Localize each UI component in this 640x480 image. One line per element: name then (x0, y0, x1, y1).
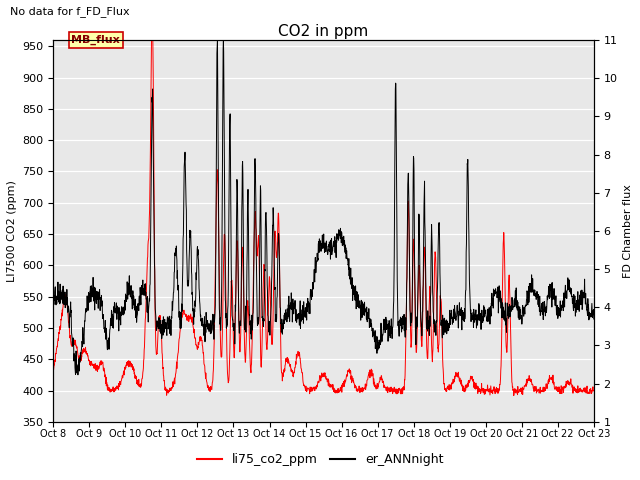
Y-axis label: FD Chamber flux: FD Chamber flux (623, 184, 633, 278)
Text: MB_flux: MB_flux (72, 35, 120, 46)
Legend: li75_co2_ppm, er_ANNnight: li75_co2_ppm, er_ANNnight (191, 448, 449, 471)
Title: CO2 in ppm: CO2 in ppm (278, 24, 369, 39)
Text: No data for f_FD_Flux: No data for f_FD_Flux (10, 6, 130, 17)
Y-axis label: LI7500 CO2 (ppm): LI7500 CO2 (ppm) (7, 180, 17, 282)
